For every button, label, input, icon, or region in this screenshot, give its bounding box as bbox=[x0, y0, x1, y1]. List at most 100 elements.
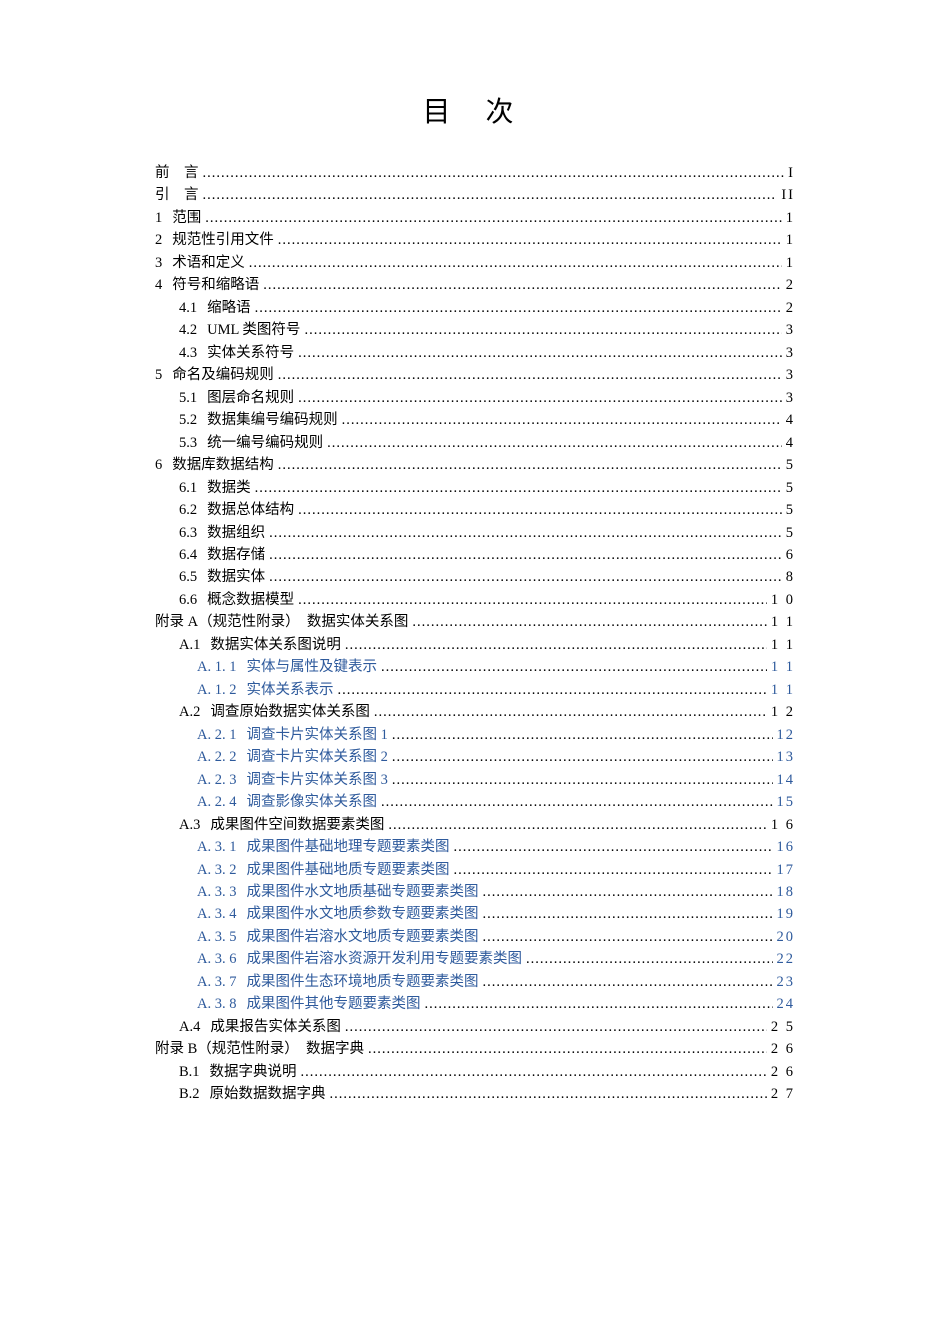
toc-entry-label: 图层命名规则 bbox=[207, 387, 294, 409]
toc-entry-label: 成果报告实体关系图 bbox=[210, 1016, 341, 1038]
toc-entry-page: 1 6 bbox=[771, 814, 795, 836]
toc-entry-label: 引 言 bbox=[155, 184, 199, 206]
toc-leader-dots bbox=[345, 634, 767, 656]
toc-entry: 6.3数据组织5 bbox=[155, 522, 795, 544]
toc-entry: 附录 B（规范性附录） 数据字典2 6 bbox=[155, 1038, 795, 1060]
toc-entry-page: 5 bbox=[786, 499, 795, 521]
toc-entry-page: 4 bbox=[786, 432, 795, 454]
toc-entry-number: A. 2. 3 bbox=[197, 769, 236, 791]
toc-leader-dots bbox=[330, 1083, 767, 1105]
toc-entry: 4.3实体关系符号3 bbox=[155, 342, 795, 364]
toc-entry: 3术语和定义1 bbox=[155, 252, 795, 274]
toc-leader-dots bbox=[482, 903, 772, 925]
toc-entry-page: II bbox=[781, 184, 795, 206]
toc-entry-number: B.2 bbox=[179, 1083, 200, 1105]
toc-leader-dots bbox=[249, 252, 782, 274]
toc-entry-label: 原始数据数据字典 bbox=[210, 1083, 326, 1105]
toc-entry-number: A.1 bbox=[179, 634, 200, 656]
toc-leader-dots bbox=[342, 409, 782, 431]
toc-leader-dots bbox=[304, 319, 781, 341]
toc-entry-page: 2 6 bbox=[771, 1061, 795, 1083]
toc-entry-number: A. 3. 3 bbox=[197, 881, 236, 903]
toc-entry: A. 1. 2实体关系表示1 1 bbox=[155, 679, 795, 701]
toc-entry-page: 17 bbox=[777, 859, 796, 881]
toc-entry: 2规范性引用文件1 bbox=[155, 229, 795, 251]
toc-leader-dots bbox=[345, 1016, 767, 1038]
toc-entry: 前 言I bbox=[155, 162, 795, 184]
toc-entry: A. 2. 1调查卡片实体关系图 112 bbox=[155, 724, 795, 746]
toc-entry-number: A.4 bbox=[179, 1016, 200, 1038]
toc-entry: A. 3. 7成果图件生态环境地质专题要素类图23 bbox=[155, 971, 795, 993]
toc-entry: 4符号和缩略语2 bbox=[155, 274, 795, 296]
toc-entry-page: 5 bbox=[786, 454, 795, 476]
toc-entry-label: 实体关系表示 bbox=[246, 679, 333, 701]
toc-entry-number: A. 1. 1 bbox=[197, 656, 236, 678]
toc-entry-label: 数据实体 bbox=[207, 566, 265, 588]
toc-leader-dots bbox=[368, 1038, 767, 1060]
toc-leader-dots bbox=[278, 454, 782, 476]
toc-entry-page: 1 bbox=[786, 229, 795, 251]
toc-entry: A.4成果报告实体关系图2 5 bbox=[155, 1016, 795, 1038]
toc-leader-dots bbox=[205, 207, 782, 229]
toc-entry-number: 6.5 bbox=[179, 566, 197, 588]
toc-entry-label: 实体与属性及键表示 bbox=[246, 656, 377, 678]
toc-entry-page: 1 1 bbox=[771, 634, 795, 656]
toc-leader-dots bbox=[381, 656, 767, 678]
toc-entry-label: 数据存储 bbox=[207, 544, 265, 566]
toc-entry-label: 统一编号编码规则 bbox=[207, 432, 323, 454]
toc-entry: A. 3. 1成果图件基础地理专题要素类图16 bbox=[155, 836, 795, 858]
toc-entry-page: 5 bbox=[786, 477, 795, 499]
toc-entry-label: 概念数据模型 bbox=[207, 589, 294, 611]
toc-entry-page: 1 1 bbox=[771, 656, 795, 678]
toc-entry-label: 数据集编号编码规则 bbox=[207, 409, 338, 431]
toc-entry-page: 1 2 bbox=[771, 701, 795, 723]
toc-entry-number: 4.2 bbox=[179, 319, 197, 341]
toc-entry-label: 数据实体关系图说明 bbox=[210, 634, 341, 656]
toc-entry: A. 2. 3调查卡片实体关系图 314 bbox=[155, 769, 795, 791]
toc-entry-label: 实体关系符号 bbox=[207, 342, 294, 364]
toc-entry-label: 数据类 bbox=[207, 477, 251, 499]
toc-entry: 4.2UML 类图符号3 bbox=[155, 319, 795, 341]
toc-entry-page: 16 bbox=[777, 836, 796, 858]
toc-entry-page: 3 bbox=[786, 364, 795, 386]
toc-entry-number: A. 3. 7 bbox=[197, 971, 236, 993]
toc-entry-number: 1 bbox=[155, 207, 162, 229]
toc-entry-page: 4 bbox=[786, 409, 795, 431]
toc-entry-label: 范围 bbox=[172, 207, 201, 229]
toc-entry: 附录 A（规范性附录） 数据实体关系图1 1 bbox=[155, 611, 795, 633]
toc-entry-page: 20 bbox=[777, 926, 796, 948]
toc-entry-label: UML 类图符号 bbox=[207, 319, 300, 341]
toc-entry-page: 3 bbox=[786, 342, 795, 364]
toc-entry-label: 数据字典说明 bbox=[210, 1061, 297, 1083]
toc-entry-number: 6.6 bbox=[179, 589, 197, 611]
toc-entry: 5命名及编码规则3 bbox=[155, 364, 795, 386]
toc-entry: A. 3. 8成果图件其他专题要素类图24 bbox=[155, 993, 795, 1015]
toc-leader-dots bbox=[278, 364, 782, 386]
toc-leader-dots bbox=[269, 544, 782, 566]
toc-entry: A. 3. 2成果图件基础地质专题要素类图17 bbox=[155, 859, 795, 881]
toc-leader-dots bbox=[392, 724, 773, 746]
toc-entry-label: 缩略语 bbox=[207, 297, 251, 319]
toc-entry: A. 2. 2调查卡片实体关系图 213 bbox=[155, 746, 795, 768]
toc-entry-number: 5.1 bbox=[179, 387, 197, 409]
toc-entry-number: A. 2. 2 bbox=[197, 746, 236, 768]
toc-leader-dots bbox=[424, 993, 772, 1015]
toc-entry-number: A. 2. 1 bbox=[197, 724, 236, 746]
toc-entry-page: 24 bbox=[777, 993, 796, 1015]
toc-entry-label: 数据组织 bbox=[207, 522, 265, 544]
toc-entry: A.1 数据实体关系图说明 1 1 bbox=[155, 634, 795, 656]
toc-entry-label: 前 言 bbox=[155, 162, 199, 184]
toc-entry-label: 附录 A（规范性附录） 数据实体关系图 bbox=[155, 611, 408, 633]
toc-entry-page: 1 0 bbox=[771, 589, 795, 611]
toc-entry-page: 12 bbox=[777, 724, 796, 746]
toc-entry-number: 5.2 bbox=[179, 409, 197, 431]
toc-leader-dots bbox=[203, 184, 778, 206]
toc-entry-number: A.2 bbox=[179, 701, 200, 723]
toc-entry: 6.5数据实体8 bbox=[155, 566, 795, 588]
toc-leader-dots bbox=[526, 948, 773, 970]
toc-entry-label: 数据库数据结构 bbox=[172, 454, 274, 476]
toc-entry: B.1数据字典说明2 6 bbox=[155, 1061, 795, 1083]
toc-entry-label: 附录 B（规范性附录） 数据字典 bbox=[155, 1038, 364, 1060]
toc-entry-page: 13 bbox=[777, 746, 796, 768]
toc-entry-number: 2 bbox=[155, 229, 162, 251]
